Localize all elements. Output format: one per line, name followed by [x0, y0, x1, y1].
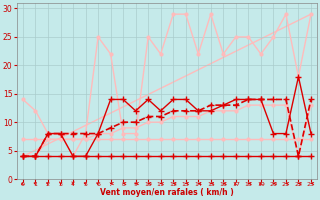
X-axis label: Vent moyen/en rafales ( km/h ): Vent moyen/en rafales ( km/h ): [100, 188, 234, 197]
